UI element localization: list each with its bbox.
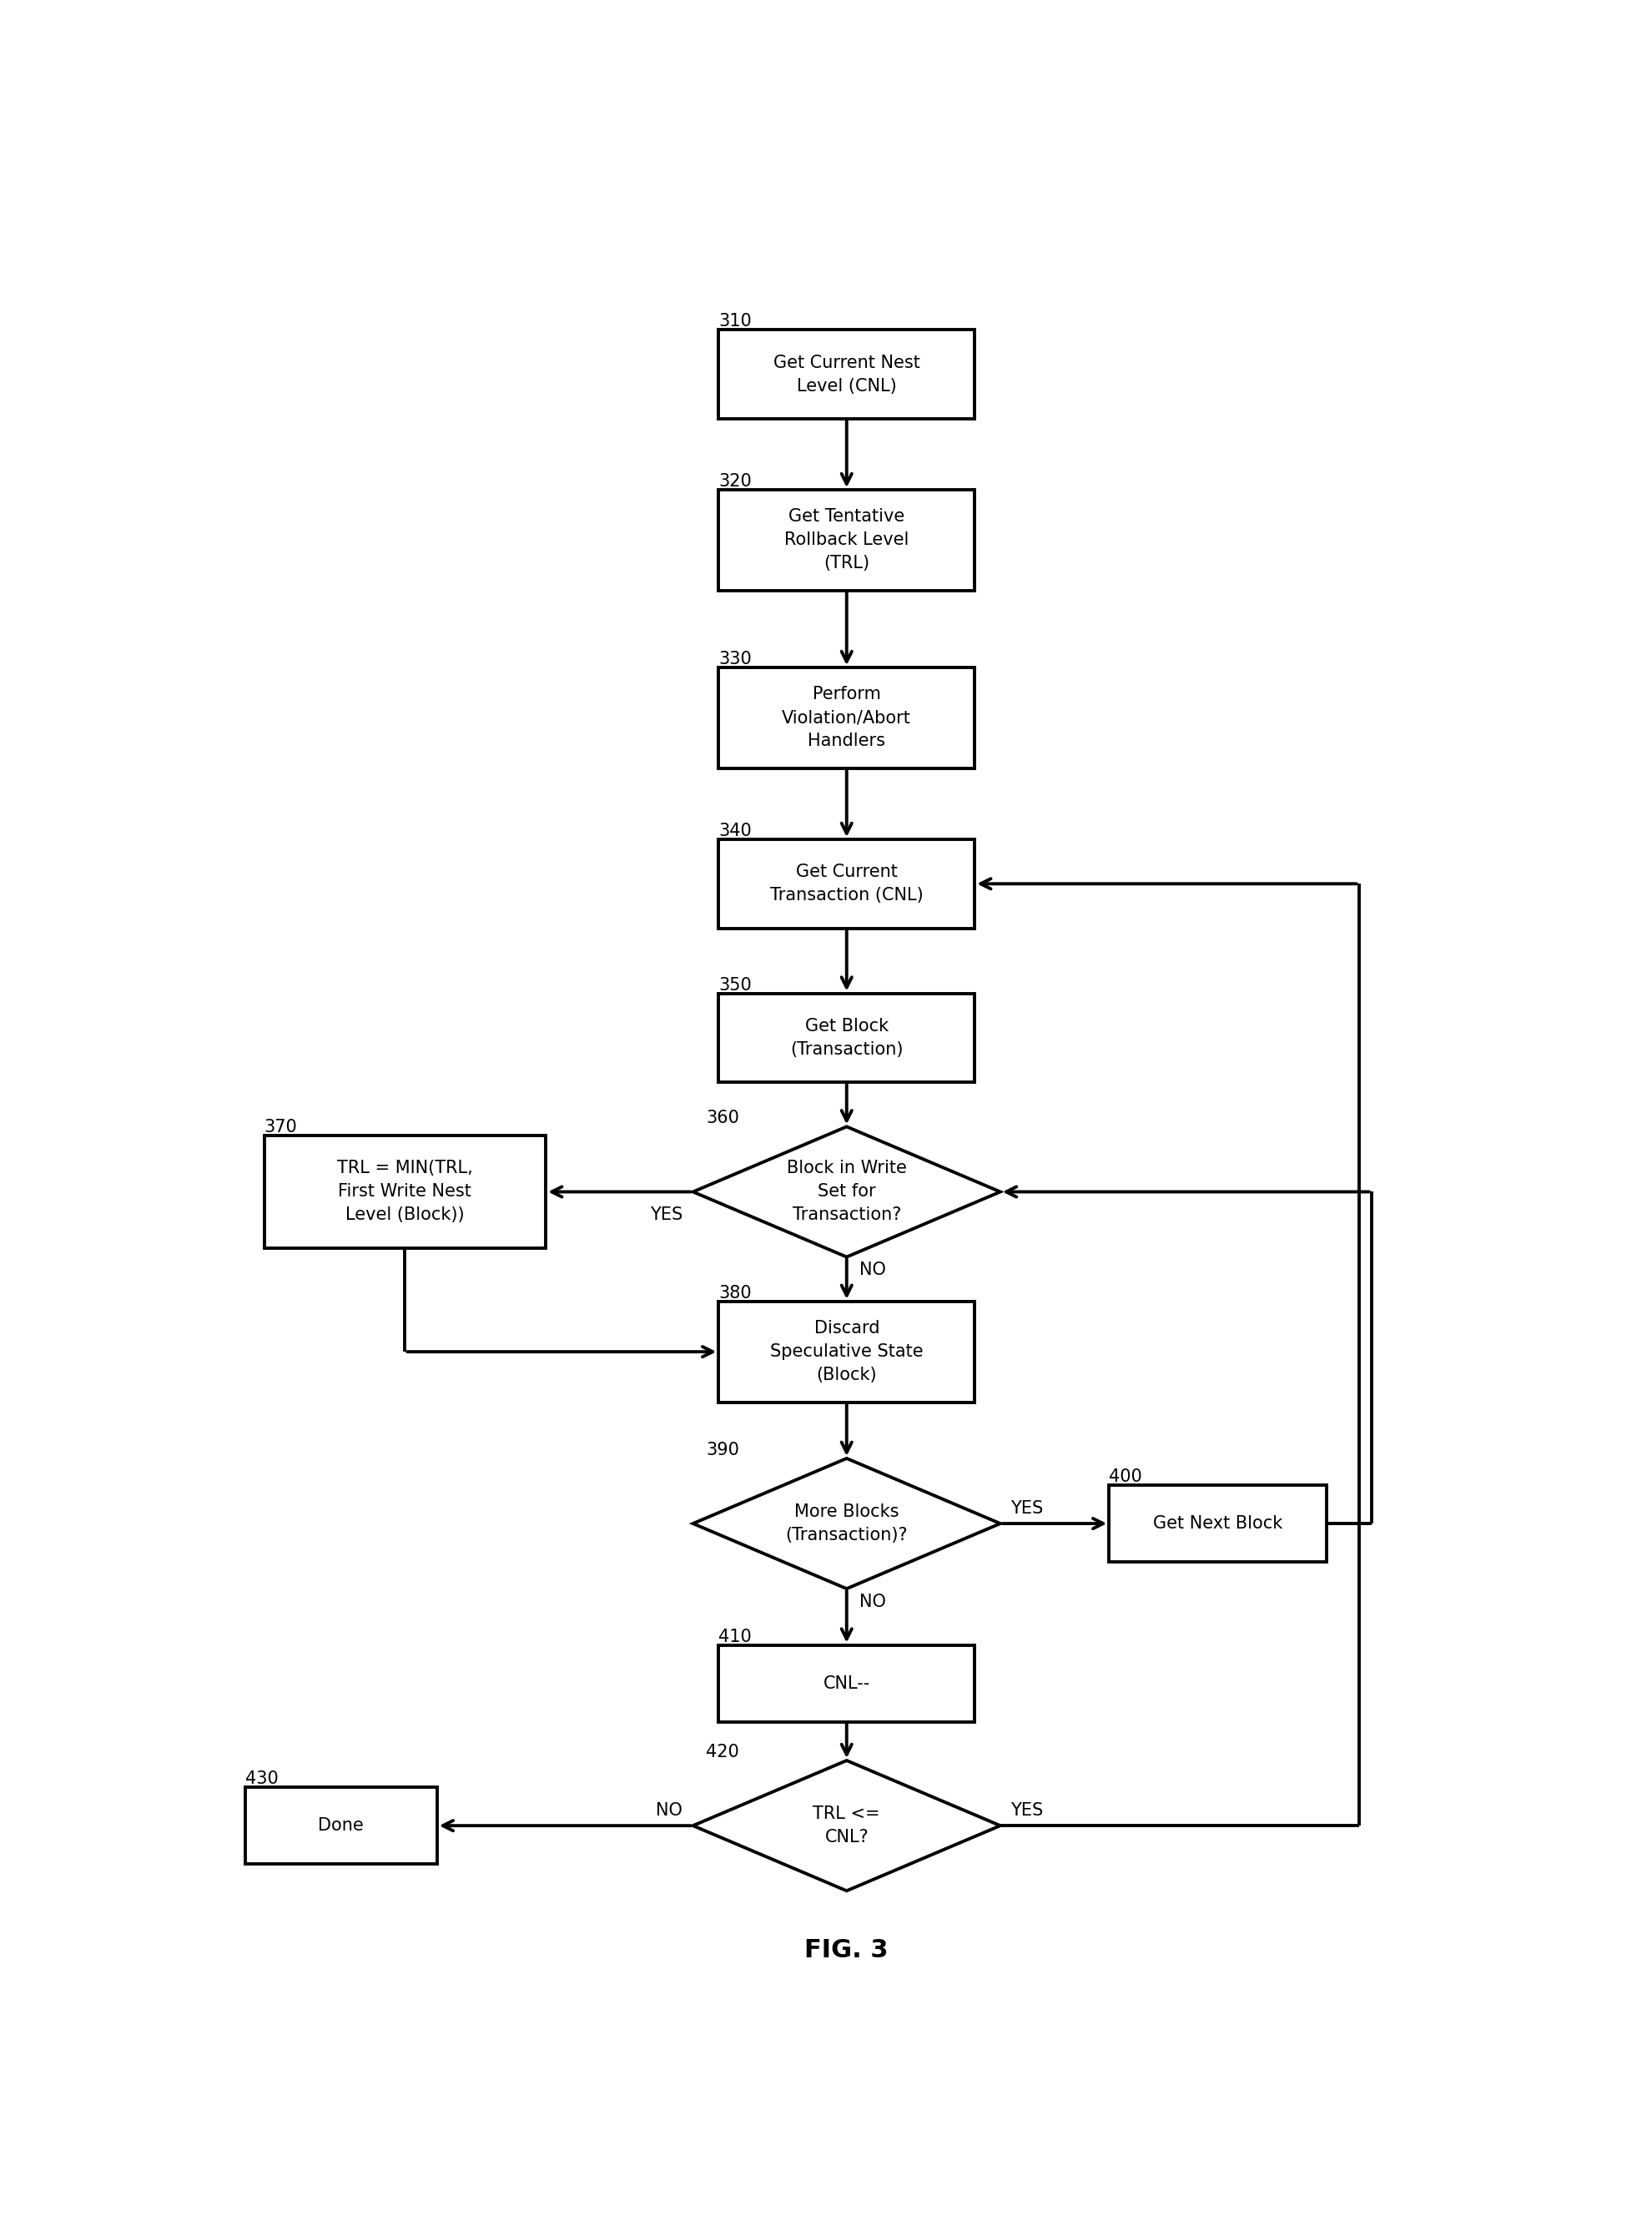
Text: 410: 410 <box>719 1629 752 1644</box>
Text: Get Current
Transaction (CNL): Get Current Transaction (CNL) <box>770 863 923 904</box>
Text: 330: 330 <box>719 651 752 667</box>
Text: Get Block
(Transaction): Get Block (Transaction) <box>790 1017 904 1057</box>
Text: More Blocks
(Transaction)?: More Blocks (Transaction)? <box>785 1504 909 1544</box>
Text: TRL = MIN(TRL,
First Write Nest
Level (Block)): TRL = MIN(TRL, First Write Nest Level (B… <box>337 1160 472 1223</box>
Polygon shape <box>694 1760 999 1892</box>
FancyBboxPatch shape <box>719 491 975 591</box>
FancyBboxPatch shape <box>264 1136 545 1247</box>
Text: NO: NO <box>656 1803 682 1818</box>
FancyBboxPatch shape <box>719 1644 975 1722</box>
Text: 370: 370 <box>264 1120 297 1136</box>
Text: Discard
Speculative State
(Block): Discard Speculative State (Block) <box>770 1321 923 1383</box>
Text: Get Current Nest
Level (CNL): Get Current Nest Level (CNL) <box>773 355 920 395</box>
FancyBboxPatch shape <box>719 839 975 928</box>
Text: 340: 340 <box>719 823 752 839</box>
Text: YES: YES <box>1011 1499 1044 1517</box>
Text: YES: YES <box>1011 1803 1044 1818</box>
Text: CNL--: CNL-- <box>823 1675 871 1691</box>
Text: NO: NO <box>859 1593 885 1611</box>
Text: 400: 400 <box>1108 1468 1142 1486</box>
Text: 320: 320 <box>719 473 752 491</box>
FancyBboxPatch shape <box>719 1301 975 1401</box>
FancyBboxPatch shape <box>719 667 975 767</box>
Polygon shape <box>694 1127 999 1256</box>
Text: Get Next Block: Get Next Block <box>1153 1515 1282 1533</box>
Polygon shape <box>694 1459 999 1588</box>
Text: TRL <=
CNL?: TRL <= CNL? <box>813 1805 881 1845</box>
Text: 390: 390 <box>705 1441 738 1459</box>
Text: Block in Write
Set for
Transaction?: Block in Write Set for Transaction? <box>786 1160 907 1223</box>
Text: Done: Done <box>319 1818 363 1834</box>
Text: 420: 420 <box>705 1745 738 1760</box>
Text: 380: 380 <box>719 1285 752 1301</box>
FancyBboxPatch shape <box>244 1787 436 1865</box>
FancyBboxPatch shape <box>719 330 975 419</box>
FancyBboxPatch shape <box>1108 1486 1327 1562</box>
Text: 310: 310 <box>719 312 752 330</box>
Text: NO: NO <box>859 1263 885 1278</box>
Text: 360: 360 <box>705 1111 738 1127</box>
Text: Get Tentative
Rollback Level
(TRL): Get Tentative Rollback Level (TRL) <box>785 509 909 571</box>
Text: 350: 350 <box>719 977 752 993</box>
Text: YES: YES <box>649 1207 682 1223</box>
Text: FIG. 3: FIG. 3 <box>805 1939 889 1961</box>
Text: Perform
Violation/Abort
Handlers: Perform Violation/Abort Handlers <box>781 687 912 750</box>
FancyBboxPatch shape <box>719 993 975 1082</box>
Text: 430: 430 <box>244 1771 278 1787</box>
